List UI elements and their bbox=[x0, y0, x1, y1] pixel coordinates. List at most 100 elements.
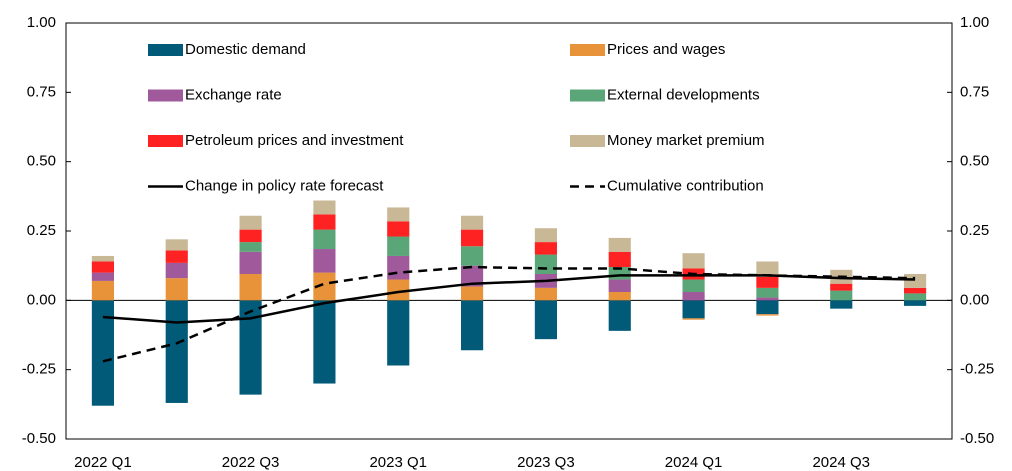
bar-segment bbox=[756, 276, 779, 288]
y-tick-label: -0.25 bbox=[22, 361, 56, 378]
bar-segment bbox=[682, 253, 705, 269]
legend-label: Prices and wages bbox=[607, 41, 725, 58]
bar-segment bbox=[904, 300, 927, 306]
y-tick-label: 0.00 bbox=[27, 291, 56, 308]
bar-segment bbox=[239, 242, 262, 252]
bar-segment bbox=[904, 273, 927, 288]
bar-segment bbox=[387, 279, 410, 301]
legend-label: External developments bbox=[607, 86, 760, 103]
x-tick-label: 2023 Q3 bbox=[517, 454, 575, 471]
y-tick-label: 0.25 bbox=[27, 222, 56, 239]
legend-label: Petroleum prices and investment bbox=[185, 132, 404, 149]
bar-segment bbox=[461, 286, 484, 301]
bar-segment bbox=[608, 237, 631, 252]
bar-segment bbox=[756, 297, 779, 301]
bar-segment bbox=[682, 318, 705, 320]
bar-segment bbox=[313, 200, 336, 215]
bar-segment bbox=[830, 283, 853, 291]
bar-segment bbox=[534, 242, 557, 255]
legend-label: Exchange rate bbox=[185, 86, 282, 103]
x-tick-label: 2024 Q3 bbox=[812, 454, 870, 471]
bar-segment bbox=[239, 273, 262, 301]
bar-segment bbox=[756, 300, 779, 315]
bar-segment bbox=[165, 239, 188, 251]
legend-swatch bbox=[148, 89, 183, 102]
legend-swatch bbox=[148, 44, 183, 56]
x-tick-label: 2023 Q1 bbox=[369, 454, 427, 471]
y2-tick-label: 1.00 bbox=[960, 14, 989, 31]
bar-segment bbox=[682, 292, 705, 301]
bar-segment bbox=[682, 300, 705, 319]
bar-segment bbox=[830, 290, 853, 301]
y-tick-label: 0.75 bbox=[27, 83, 56, 100]
legend-label: Change in policy rate forecast bbox=[185, 177, 384, 194]
y2-tick-label: 0.00 bbox=[960, 291, 989, 308]
bar-segment bbox=[461, 265, 484, 287]
bar-segment bbox=[461, 246, 484, 266]
bar-segment bbox=[608, 300, 631, 331]
y-tick-label: -0.50 bbox=[22, 430, 56, 447]
bar-segment bbox=[387, 236, 410, 256]
bar-segment bbox=[682, 279, 705, 293]
bar-segment bbox=[608, 251, 631, 268]
bar-segment bbox=[313, 214, 336, 230]
legend-swatch bbox=[570, 89, 605, 102]
bar-segment bbox=[830, 300, 853, 309]
bar-segment bbox=[387, 255, 410, 280]
bar-segment bbox=[608, 292, 631, 301]
x-tick-label: 2022 Q3 bbox=[222, 454, 280, 471]
bar-segment bbox=[534, 228, 557, 243]
bar-segment bbox=[313, 300, 336, 384]
bar-segment bbox=[165, 262, 188, 279]
bar-segment bbox=[91, 272, 114, 281]
legend-swatch bbox=[570, 135, 605, 147]
plot-frame bbox=[65, 22, 953, 440]
bar-segment bbox=[461, 300, 484, 351]
bar-segment bbox=[756, 287, 779, 298]
bar-segment bbox=[239, 215, 262, 230]
legend-label: Money market premium bbox=[607, 132, 765, 149]
bar-segment bbox=[165, 300, 188, 403]
y2-tick-label: -0.50 bbox=[960, 430, 994, 447]
legend-swatch bbox=[148, 135, 183, 147]
bar-segment bbox=[165, 250, 188, 263]
bar-segment bbox=[756, 314, 779, 316]
bar-segment bbox=[313, 272, 336, 301]
y2-tick-label: 0.50 bbox=[960, 153, 989, 170]
bar-segment bbox=[904, 287, 927, 294]
y2-tick-label: 0.25 bbox=[960, 222, 989, 239]
bar-segment bbox=[239, 229, 262, 243]
bar-segment bbox=[608, 279, 631, 293]
bar-segment bbox=[461, 215, 484, 230]
bar-segment bbox=[387, 207, 410, 222]
bar-segment bbox=[904, 293, 927, 301]
bar-segment bbox=[91, 261, 114, 273]
x-tick-label: 2022 Q1 bbox=[74, 454, 132, 471]
bar-segment bbox=[534, 300, 557, 340]
y-tick-label: 0.50 bbox=[27, 153, 56, 170]
x-tick-label: 2024 Q1 bbox=[665, 454, 723, 471]
bar-segment bbox=[165, 278, 188, 301]
bar-segment bbox=[91, 255, 114, 262]
bar-segment bbox=[461, 229, 484, 247]
bar-segment bbox=[387, 221, 410, 237]
bar-segment bbox=[239, 300, 262, 395]
line-series bbox=[102, 265, 916, 363]
bar-segment bbox=[239, 251, 262, 274]
bar-segment bbox=[534, 287, 557, 301]
bar-segment bbox=[91, 300, 114, 406]
legend-label: Domestic demand bbox=[185, 41, 306, 58]
y2-tick-label: 0.75 bbox=[960, 83, 989, 100]
bar-segment bbox=[313, 229, 336, 250]
y2-tick-label: -0.25 bbox=[960, 361, 994, 378]
legend-label: Cumulative contribution bbox=[607, 177, 764, 194]
bar-segment bbox=[756, 261, 779, 277]
legend-swatch bbox=[570, 44, 605, 56]
bar-segment bbox=[313, 249, 336, 273]
bar-segment bbox=[387, 300, 410, 366]
bar-segment bbox=[534, 254, 557, 274]
y-tick-label: 1.00 bbox=[27, 14, 56, 31]
bar-segment bbox=[91, 280, 114, 301]
line-series bbox=[102, 274, 916, 324]
